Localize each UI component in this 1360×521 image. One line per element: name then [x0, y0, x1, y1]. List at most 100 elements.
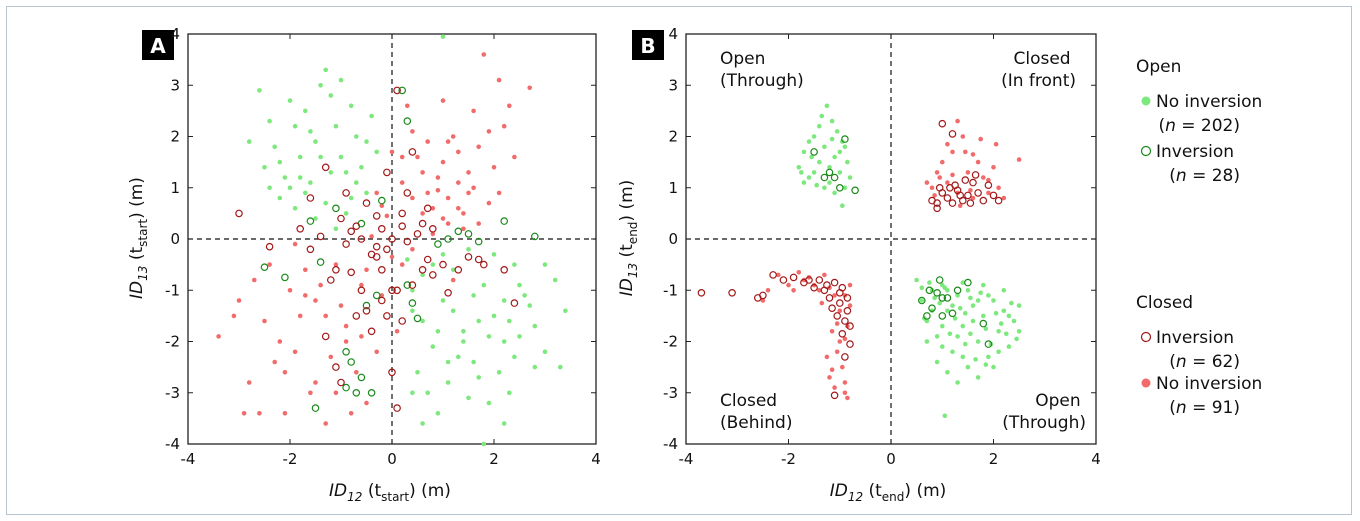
point-open-inversion [408, 299, 417, 307]
point-closed-inversion [388, 235, 396, 243]
point-closed-inversion [377, 265, 386, 274]
point-open-inversion [964, 278, 972, 287]
point-open-inversion [917, 296, 926, 305]
point-open-no-inversion [950, 349, 955, 355]
point-closed-inversion [423, 255, 432, 264]
point-open-no-inversion [968, 331, 973, 337]
point-open-no-inversion [919, 298, 925, 303]
point-closed-no-inversion [318, 282, 323, 288]
point-open-no-inversion [1016, 329, 1022, 334]
point-open-no-inversion [801, 149, 807, 155]
point-open-no-inversion [934, 334, 940, 339]
point-open-no-inversion [1001, 288, 1007, 293]
point-closed-inversion [357, 235, 366, 243]
point-closed-no-inversion [950, 172, 955, 178]
point-closed-no-inversion [461, 211, 466, 216]
point-closed-inversion [342, 189, 350, 197]
point-open-inversion [933, 288, 941, 297]
point-open-no-inversion [542, 262, 548, 267]
point-closed-inversion [408, 281, 417, 289]
point-closed-no-inversion [476, 221, 482, 226]
point-closed-no-inversion [369, 234, 374, 239]
point-closed-no-inversion [932, 193, 937, 198]
point-open-no-inversion [303, 108, 308, 114]
legend-marker-open-inversion [1140, 145, 1152, 157]
point-open-no-inversion [934, 359, 940, 365]
point-closed-no-inversion [960, 134, 966, 139]
point-open-no-inversion [338, 154, 344, 160]
point-closed-no-inversion [313, 298, 318, 303]
point-open-inversion [281, 273, 289, 282]
point-open-no-inversion [512, 354, 517, 360]
point-closed-no-inversion [466, 170, 471, 175]
point-closed-no-inversion [359, 334, 364, 339]
point-open-inversion [835, 184, 844, 192]
point-closed-inversion [789, 273, 798, 282]
x-tick-label: -4 [181, 450, 196, 468]
point-open-no-inversion [832, 154, 837, 160]
point-closed-inversion [805, 276, 813, 284]
quadrant-label-top-right: Closed (In front) [1001, 49, 1076, 91]
point-open-no-inversion [491, 252, 497, 257]
point-open-inversion [342, 383, 350, 392]
point-closed-no-inversion [277, 339, 283, 344]
point-open-no-inversion [824, 103, 830, 109]
point-open-no-inversion [1001, 308, 1007, 314]
point-closed-inversion [362, 306, 371, 315]
point-closed-inversion [946, 184, 954, 192]
point-open-no-inversion [965, 288, 971, 293]
point-open-no-inversion [308, 180, 313, 185]
point-closed-no-inversion [965, 170, 971, 175]
point-open-no-inversion [924, 339, 930, 344]
point-open-no-inversion [246, 139, 252, 144]
point-open-no-inversion [945, 308, 950, 314]
point-open-inversion [347, 358, 356, 366]
point-open-inversion [398, 86, 407, 95]
point-open-no-inversion [991, 364, 996, 370]
point-closed-no-inversion [410, 195, 415, 201]
point-closed-inversion [367, 327, 376, 336]
point-open-no-inversion [960, 280, 966, 285]
point-closed-inversion [321, 163, 330, 172]
point-open-no-inversion [486, 334, 492, 339]
point-open-no-inversion [532, 364, 538, 370]
point-closed-no-inversion [328, 354, 334, 360]
point-closed-inversion [388, 286, 396, 295]
point-open-no-inversion [420, 318, 425, 324]
point-open-no-inversion [364, 190, 369, 196]
point-open-no-inversion [811, 134, 817, 139]
point-closed-no-inversion [236, 298, 242, 303]
y-tick-label: -4 [165, 435, 180, 453]
point-closed-inversion [423, 204, 432, 213]
point-open-no-inversion [842, 144, 848, 150]
y-tick-label: 4 [170, 25, 180, 43]
point-closed-no-inversion [963, 149, 968, 155]
point-closed-no-inversion [282, 370, 288, 375]
point-closed-no-inversion [842, 380, 848, 385]
point-open-no-inversion [471, 293, 476, 298]
point-closed-no-inversion [819, 300, 825, 306]
point-closed-no-inversion [241, 411, 247, 416]
point-closed-inversion [964, 191, 972, 200]
point-open-no-inversion [318, 154, 323, 160]
legend-open-title: Open [1136, 57, 1181, 77]
point-open-no-inversion [333, 123, 339, 129]
legend-label-closed-no-inversion: No inversion [1156, 374, 1262, 394]
point-closed-no-inversion [440, 159, 446, 165]
point-open-no-inversion [501, 339, 507, 344]
point-closed-no-inversion [481, 52, 487, 57]
point-closed-inversion [846, 322, 854, 330]
point-open-inversion [841, 135, 849, 143]
point-closed-inversion [500, 265, 509, 274]
point-closed-no-inversion [435, 175, 441, 180]
point-open-no-inversion [466, 395, 471, 401]
point-closed-inversion [479, 260, 488, 269]
point-open-inversion [923, 312, 931, 320]
point-open-no-inversion [415, 370, 420, 375]
panel-a-label-box [142, 30, 174, 60]
legend-marker-closed-inversion [1140, 331, 1152, 343]
point-open-no-inversion [440, 34, 446, 39]
point-closed-inversion [235, 209, 243, 218]
point-closed-no-inversion [267, 262, 272, 267]
point-open-no-inversion [369, 113, 374, 119]
